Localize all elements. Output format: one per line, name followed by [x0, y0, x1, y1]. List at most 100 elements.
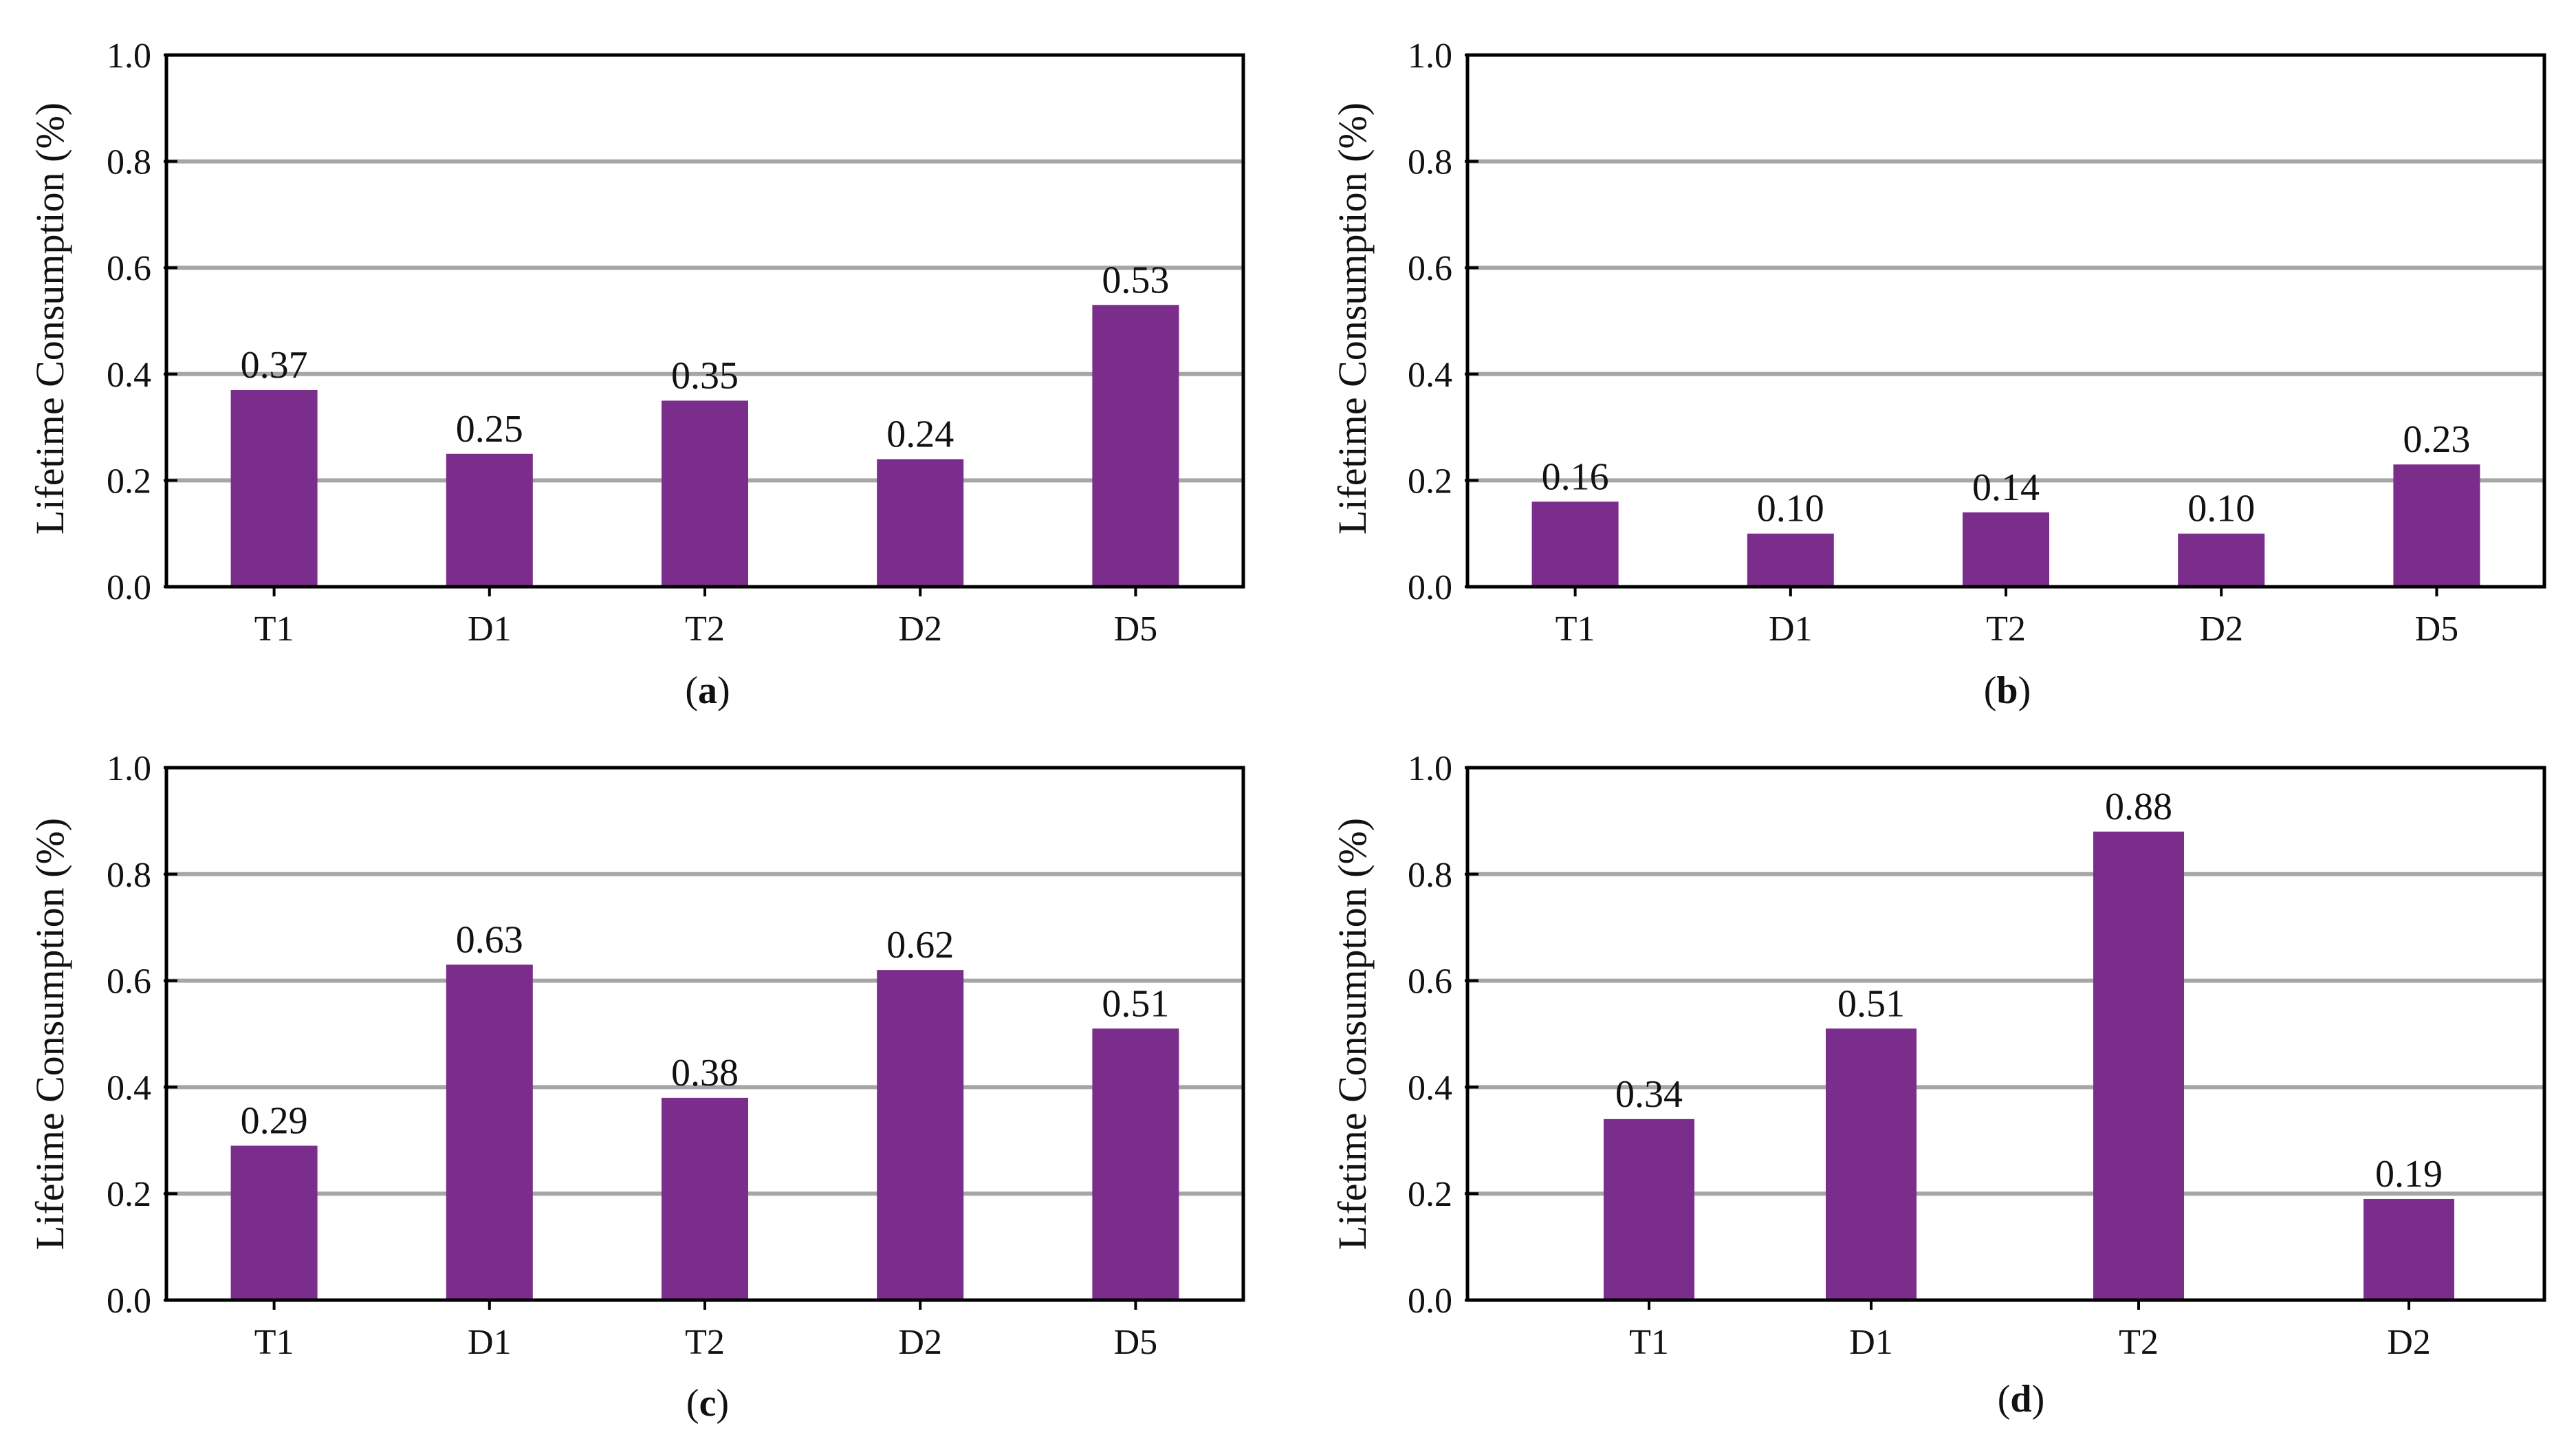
caption-letter: a [698, 669, 717, 712]
bar [1092, 305, 1179, 587]
y-tick-label: 0.8 [107, 856, 151, 895]
x-tick-label: D5 [1114, 609, 1158, 649]
y-tick-label: 0.8 [1408, 856, 1452, 895]
x-tick-label: D5 [2415, 609, 2459, 649]
bar [662, 1097, 748, 1300]
y-tick-label: 0.6 [1408, 962, 1452, 1002]
caption-close-paren: ) [717, 669, 730, 712]
bar-value-label: 0.10 [1757, 488, 1824, 530]
x-tick-label: D5 [1114, 1323, 1158, 1362]
bar-value-label: 0.35 [671, 354, 739, 397]
bar-value-label: 0.38 [671, 1052, 739, 1094]
bar-value-label: 0.29 [241, 1100, 308, 1143]
chart-panel-c: Lifetime Consumption (%) (c) 0.0 0.2 0.4 0.… [28, 749, 1245, 1425]
caption-letter: d [2010, 1378, 2031, 1420]
y-tick-label: 0.4 [1408, 356, 1452, 395]
bar [1604, 1119, 1694, 1300]
x-tick-label: D2 [2387, 1323, 2431, 1362]
y-axis-title: Lifetime Consumption (%) [1330, 102, 1375, 534]
x-tick-label: T2 [2119, 1323, 2159, 1362]
bar [1092, 1028, 1179, 1300]
panel-caption: (b) [1984, 669, 2031, 712]
y-tick-label: 0.8 [1408, 143, 1452, 182]
bar [1826, 1028, 1917, 1300]
bar [2178, 533, 2265, 587]
y-tick-label: 1.0 [107, 36, 151, 76]
bar-value-label: 0.62 [886, 924, 954, 966]
x-tick-label: D1 [468, 1323, 512, 1362]
caption-close-paren: ) [716, 1382, 729, 1425]
bar [2093, 831, 2184, 1300]
bar [1747, 533, 1834, 587]
bar [662, 400, 748, 587]
x-tick-label: T1 [1629, 1323, 1669, 1362]
x-tick-label: T2 [685, 1323, 725, 1362]
bar [877, 459, 964, 587]
y-tick-label: 0.6 [1408, 249, 1452, 288]
panel-caption: (a) [685, 669, 730, 712]
y-axis-title: Lifetime Consumption (%) [28, 818, 72, 1250]
y-tick-label: 0.0 [107, 1282, 151, 1321]
bar-value-label: 0.16 [1542, 455, 1609, 498]
bar-value-label: 0.51 [1837, 982, 1905, 1025]
x-tick-label: D1 [1849, 1323, 1893, 1362]
bar-value-label: 0.24 [886, 413, 954, 455]
bar [230, 389, 318, 587]
bar-value-label: 0.88 [2105, 786, 2172, 828]
bar [230, 1145, 318, 1300]
caption-letter: b [1996, 669, 2018, 712]
y-tick-label: 0.0 [1408, 568, 1452, 607]
caption-close-paren: ) [2032, 1378, 2045, 1420]
y-tick-label: 0.2 [1408, 462, 1452, 501]
y-tick-label: 0.8 [107, 143, 151, 182]
caption-open-paren: ( [1998, 1378, 2011, 1420]
bar [446, 964, 533, 1300]
y-axis-title: Lifetime Consumption (%) [1330, 818, 1375, 1250]
chart-panel-d: Lifetime Consumption (%) (d) 0.0 0.2 0.4 0.… [1330, 749, 2546, 1420]
x-tick-label: D2 [2199, 609, 2243, 649]
caption-open-paren: ( [1984, 669, 1997, 712]
plot-frame [1465, 766, 2546, 1302]
plot-frame [164, 766, 1245, 1302]
y-tick-label: 0.6 [107, 962, 151, 1002]
bar-value-label: 0.14 [1972, 466, 2040, 509]
bar-value-label: 0.37 [241, 344, 308, 387]
y-tick-label: 0.4 [107, 1068, 151, 1108]
y-tick-label: 0.2 [1408, 1175, 1452, 1214]
y-tick-label: 0.4 [107, 356, 151, 395]
bar-value-label: 0.51 [1102, 982, 1169, 1025]
bar [1963, 512, 2049, 587]
x-tick-label: T2 [685, 609, 725, 649]
x-tick-label: D2 [898, 1323, 942, 1362]
x-tick-label: T1 [254, 609, 294, 649]
caption-letter: c [699, 1382, 717, 1425]
y-tick-label: 0.0 [1408, 1282, 1452, 1321]
y-tick-label: 0.2 [107, 1175, 151, 1214]
x-tick-label: T1 [1556, 609, 1595, 649]
y-tick-label: 0.2 [107, 462, 151, 501]
bar-value-label: 0.23 [2403, 418, 2470, 461]
chart-panel-b: Lifetime Consumption (%) (b) 0.0 0.2 0.4 0.… [1330, 36, 2546, 712]
y-tick-label: 1.0 [107, 749, 151, 788]
bar-value-label: 0.19 [2375, 1153, 2443, 1196]
y-tick-label: 0.0 [107, 568, 151, 607]
x-tick-label: T2 [1986, 609, 2026, 649]
bar-value-label: 0.25 [456, 408, 523, 451]
y-tick-label: 0.4 [1408, 1068, 1452, 1108]
bar [877, 970, 964, 1300]
panel-caption: (d) [1998, 1378, 2044, 1420]
bar-value-label: 0.53 [1102, 259, 1169, 301]
plot-frame [1465, 53, 2546, 589]
bar-value-label: 0.63 [456, 918, 523, 961]
bar-value-label: 0.10 [2187, 488, 2255, 530]
bar [2364, 1198, 2454, 1300]
caption-close-paren: ) [2018, 669, 2031, 712]
x-tick-label: T1 [254, 1323, 294, 1362]
bar-value-label: 0.34 [1615, 1073, 1683, 1116]
bar [1531, 501, 1619, 587]
x-tick-label: D1 [468, 609, 512, 649]
plot-frame [164, 53, 1245, 589]
bar [446, 453, 533, 587]
